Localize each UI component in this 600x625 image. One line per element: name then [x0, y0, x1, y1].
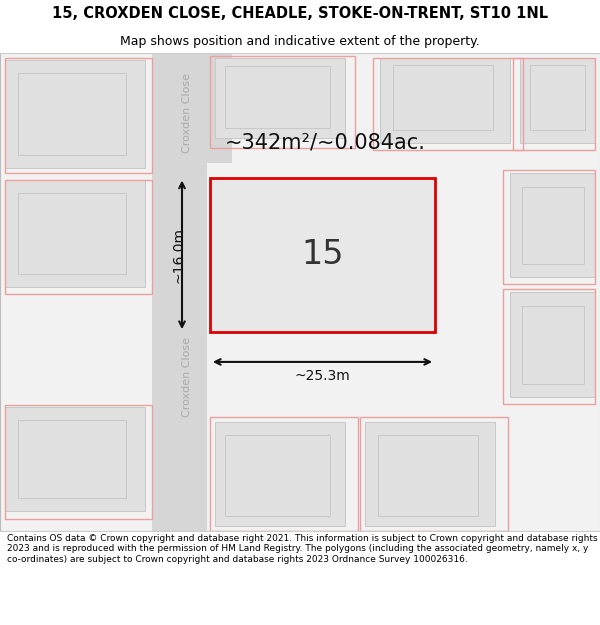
Bar	[225, 66, 330, 128]
Bar	[522, 187, 584, 264]
Bar	[373, 58, 523, 150]
Bar	[365, 422, 495, 526]
Bar	[5, 179, 145, 288]
Bar	[530, 65, 585, 130]
Bar	[522, 306, 584, 384]
Text: Croxden Close: Croxden Close	[182, 337, 193, 417]
Bar	[5, 58, 152, 172]
Bar	[210, 177, 435, 332]
Bar	[380, 58, 510, 142]
Bar	[215, 422, 345, 526]
Text: Map shows position and indicative extent of the property.: Map shows position and indicative extent…	[120, 35, 480, 48]
Bar	[18, 73, 126, 155]
Text: 15: 15	[301, 238, 344, 271]
Bar	[152, 53, 207, 531]
Bar	[210, 417, 358, 531]
Bar	[393, 65, 493, 130]
Bar	[225, 434, 330, 516]
Bar	[378, 434, 478, 516]
Bar	[5, 407, 145, 511]
Bar	[5, 405, 152, 519]
Bar	[18, 420, 126, 498]
Text: ~25.3m: ~25.3m	[295, 369, 350, 383]
Bar	[510, 173, 595, 278]
Bar	[5, 60, 145, 168]
Bar	[503, 289, 595, 404]
Bar	[18, 192, 126, 274]
Bar	[503, 169, 595, 284]
Text: Contains OS data © Crown copyright and database right 2021. This information is : Contains OS data © Crown copyright and d…	[7, 534, 598, 564]
Bar	[520, 58, 595, 142]
Bar	[207, 53, 232, 162]
Bar	[510, 292, 595, 397]
Bar	[5, 179, 152, 294]
Bar	[215, 58, 345, 138]
Bar	[513, 58, 595, 150]
Bar	[210, 56, 355, 148]
Text: ~342m²/~0.084ac.: ~342m²/~0.084ac.	[225, 132, 426, 152]
Text: 15, CROXDEN CLOSE, CHEADLE, STOKE-ON-TRENT, ST10 1NL: 15, CROXDEN CLOSE, CHEADLE, STOKE-ON-TRE…	[52, 6, 548, 21]
Text: Croxden Close: Croxden Close	[182, 73, 193, 153]
Bar	[360, 417, 508, 531]
Text: ~16.0m: ~16.0m	[171, 227, 185, 283]
